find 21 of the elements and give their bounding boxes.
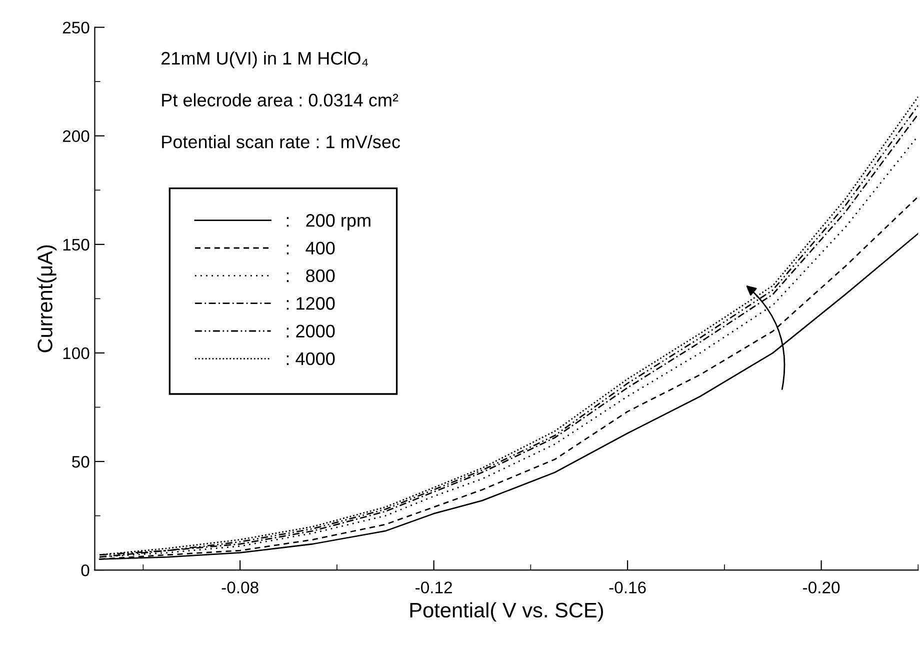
y-tick-label: 50: [72, 456, 90, 468]
y-tick-label: 150: [63, 238, 90, 251]
legend-label: : 800: [286, 269, 335, 282]
y-tick-label: 0: [81, 564, 90, 576]
y-axis-title: Current(μA): [37, 245, 57, 352]
x-tick-label: -0.16: [609, 582, 646, 594]
annotation: 21mM U(VI) in 1 M HClO₄: [162, 51, 368, 68]
legend-label: : 4000: [286, 352, 335, 366]
annotation: Pt elecrode area : 0.0314 cm²: [162, 93, 398, 107]
x-axis-title: Potential( V vs. SCE): [410, 602, 604, 622]
y-tick-label: 100: [63, 347, 90, 360]
y-tick-label: 250: [62, 22, 90, 34]
y-tick-label: 200: [62, 130, 90, 142]
legend-label: : 400: [286, 242, 335, 254]
x-tick-label: -0.20: [803, 582, 840, 594]
x-tick-label: -0.08: [222, 582, 258, 594]
annotation: Potential scan rate : 1 mV/sec: [162, 135, 400, 148]
x-tick-label: -0.12: [416, 582, 452, 594]
legend-label: : 1200: [286, 297, 335, 310]
legend-label: : 200 rpm: [286, 214, 370, 230]
legend-label: : 2000: [286, 324, 335, 338]
